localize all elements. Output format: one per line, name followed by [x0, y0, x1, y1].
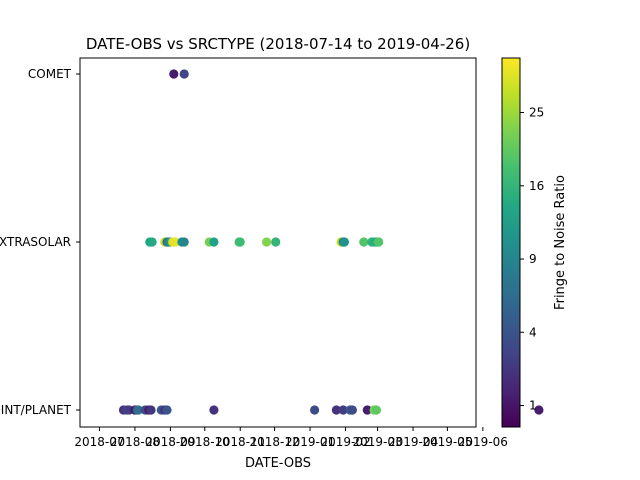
x-tick-label: 2018-10: [180, 435, 230, 449]
data-point: [374, 237, 384, 247]
colorbar-ticks: 1 4 9 16 25: [520, 106, 544, 413]
data-point: [147, 237, 157, 247]
data-point: [169, 69, 179, 79]
colorbar-tick-label: 4: [529, 325, 537, 339]
colorbar-tick-label: 25: [529, 106, 544, 120]
data-point: [347, 405, 357, 415]
data-point: [310, 405, 320, 415]
data-point: [362, 405, 372, 415]
data-point: [338, 405, 348, 415]
x-tick-label: 2019-03: [353, 435, 403, 449]
colorbar: [501, 57, 521, 428]
data-point: [339, 237, 349, 247]
x-ticks: 2018-072018-082018-092018-102018-112018-…: [74, 427, 508, 449]
x-tick-label: 2018-08: [110, 435, 160, 449]
data-point: [179, 237, 189, 247]
chart-title: DATE-OBS vs SRCTYPE (2018-07-14 to 2019-…: [86, 35, 470, 53]
data-point: [146, 405, 156, 415]
data-point: [209, 405, 219, 415]
data-point: [162, 405, 172, 415]
y-tick-label: POINT/PLANET: [0, 403, 72, 417]
colorbar-tick-label: 16: [529, 179, 544, 193]
data-point: [170, 237, 180, 247]
y-ticks: POINT/PLANET EXTRASOLAR COMET: [0, 67, 80, 417]
x-axis-label: DATE-OBS: [245, 456, 311, 471]
data-point: [133, 405, 143, 415]
x-tick-label: 2018-11: [215, 435, 265, 449]
x-tick-label: 2019-04: [388, 435, 438, 449]
colorbar-tick-label: 9: [529, 252, 537, 266]
points-layer: [118, 69, 544, 415]
data-point: [209, 237, 219, 247]
colorbar-tick-label: 1: [529, 399, 537, 413]
data-point: [235, 237, 245, 247]
x-tick-label: 2018-07: [74, 435, 124, 449]
data-point: [359, 237, 369, 247]
data-point: [179, 69, 189, 79]
x-tick-label: 2018-09: [145, 435, 195, 449]
data-point: [262, 237, 272, 247]
data-point: [534, 405, 544, 415]
data-point: [331, 405, 341, 415]
x-tick-label: 2019-01: [285, 435, 335, 449]
data-point: [271, 237, 281, 247]
x-tick-label: 2019-02: [320, 435, 370, 449]
x-tick-label: 2019-05: [422, 435, 472, 449]
y-tick-label: EXTRASOLAR: [0, 235, 71, 249]
x-tick-label: 2018-12: [249, 435, 299, 449]
data-point: [371, 405, 381, 415]
colorbar-label: Fringe to Noise Ratio: [553, 175, 568, 310]
y-tick-label: COMET: [28, 67, 72, 81]
x-tick-label: 2019-06: [458, 435, 508, 449]
